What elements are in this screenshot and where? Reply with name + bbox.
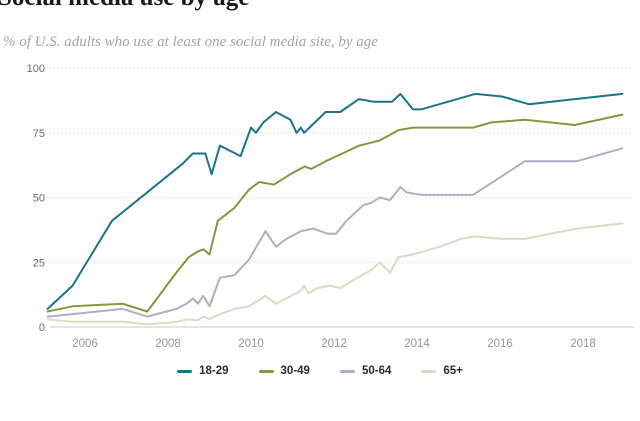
legend-swatch-50-64: [339, 369, 355, 373]
series-line-50-64: [46, 147, 624, 318]
chart-legend: 18-29 30-49 50-64 65+: [0, 365, 640, 377]
x-tick-label-2006: 2006: [72, 338, 98, 350]
legend-item-65+: 65+: [421, 365, 463, 377]
page-title-cropped: Social media use by age: [0, 0, 249, 12]
legend-label-30-49: 30-49: [280, 365, 310, 377]
y-tick-label-50: 50: [33, 193, 45, 205]
legend-swatch-30-49: [258, 369, 274, 373]
line-chart-canvas: 0 25 50 75 100 2006 2008 2010 2012 2014 2016 2018: [27, 63, 634, 350]
x-tick-label-2014: 2014: [404, 338, 430, 350]
legend-label-65+: 65+: [443, 365, 463, 377]
legend-label-18-29: 18-29: [199, 365, 229, 377]
legend-item-30-49: 30-49: [258, 365, 310, 377]
x-tick-label-2012: 2012: [321, 338, 347, 350]
x-tick-label-2008: 2008: [155, 338, 181, 350]
x-tick-label-2016: 2016: [487, 338, 513, 350]
chart-title: Social media use by age: [0, 0, 249, 12]
legend-swatch-18-29: [177, 369, 193, 373]
legend-item-18-29: 18-29: [177, 365, 229, 377]
legend-label-50-64: 50-64: [361, 365, 392, 377]
x-tick-label-2010: 2010: [238, 338, 264, 350]
y-tick-label-75: 75: [33, 128, 45, 140]
series-line-18-29: [46, 92, 624, 310]
series-line-30-49: [46, 113, 624, 313]
y-tick-label-0: 0: [39, 322, 45, 334]
chart-subtitle: % of U.S. adults who use at least one so…: [3, 34, 378, 50]
series-line-65+: [46, 222, 624, 326]
y-tick-label-25: 25: [33, 257, 45, 269]
x-tick-label-2018: 2018: [570, 338, 596, 350]
legend-item-50-64: 50-64: [339, 365, 392, 377]
legend-swatch-65+: [421, 369, 437, 373]
y-tick-label-100: 100: [27, 63, 45, 75]
